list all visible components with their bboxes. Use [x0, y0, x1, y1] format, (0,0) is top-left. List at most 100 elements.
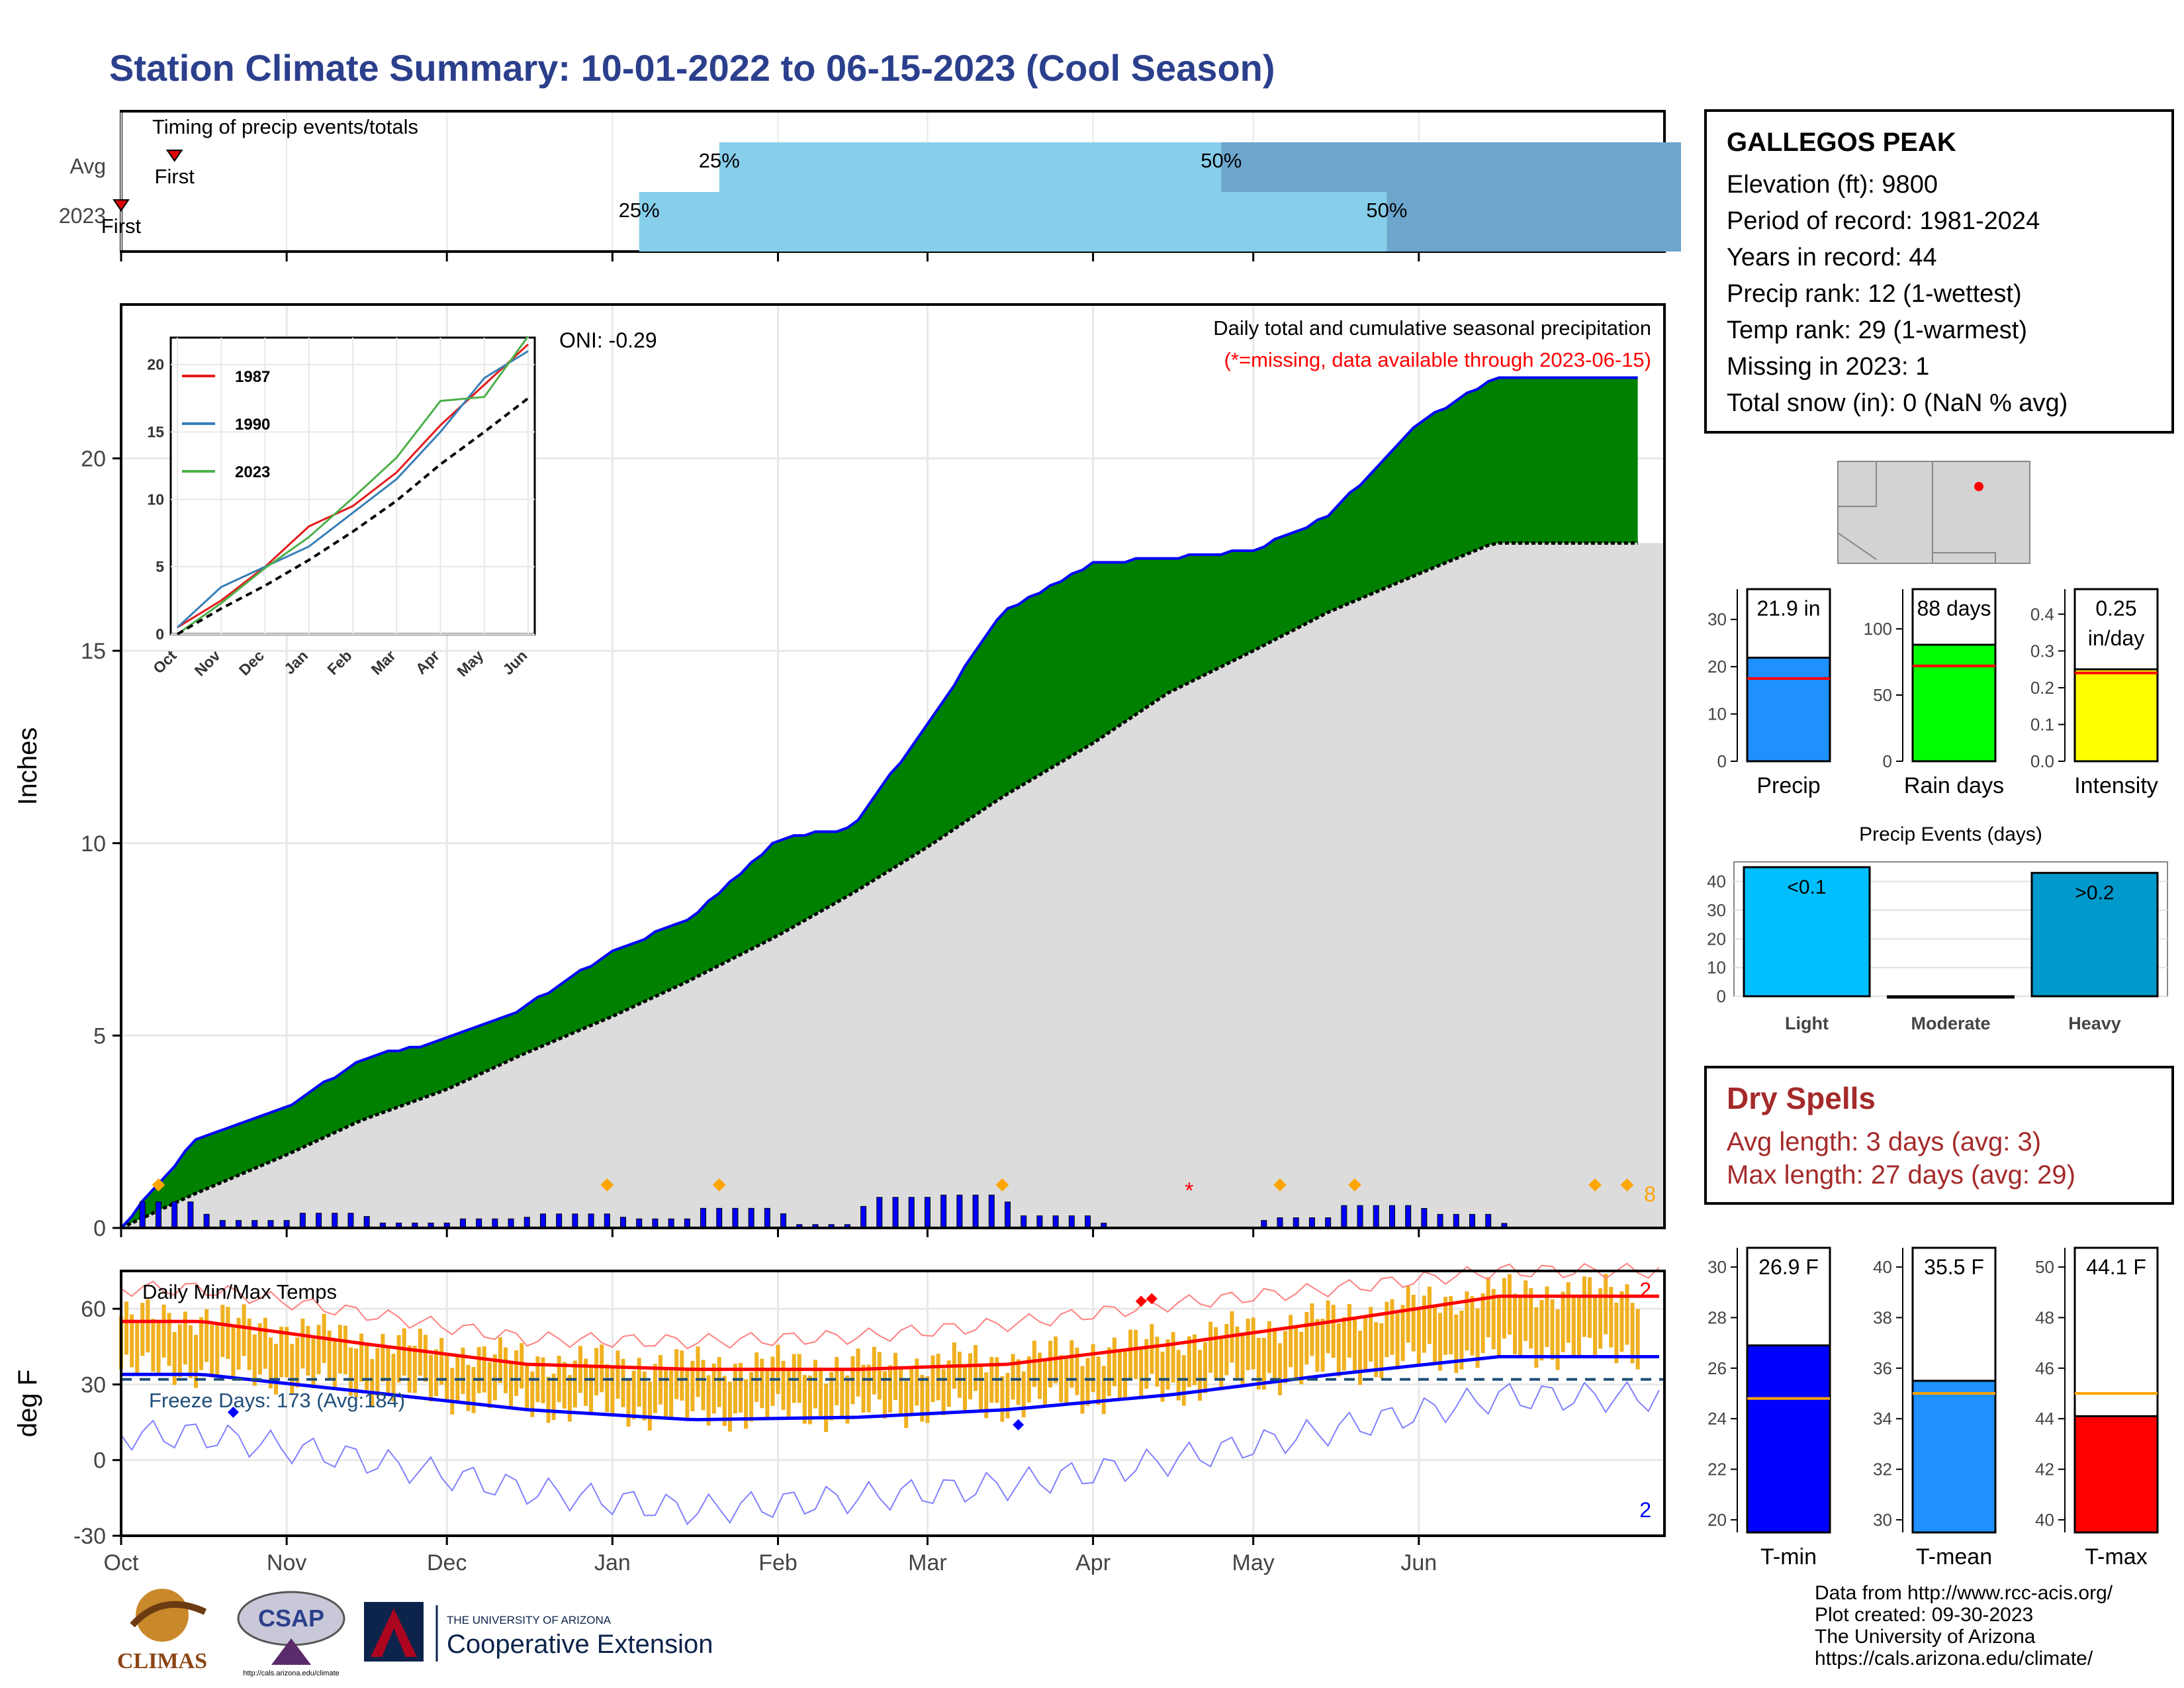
timing-title: Timing of precip events/totals — [152, 115, 418, 138]
daily-temp-bar — [199, 1317, 203, 1370]
daily-precip-bar — [1486, 1214, 1491, 1228]
daily-precip-bar — [572, 1214, 578, 1228]
timing-label-q50: 50% — [1366, 199, 1407, 222]
daily-temp-bar — [840, 1368, 844, 1417]
daily-temp-bar — [140, 1303, 144, 1356]
dry-spells-avg: Avg length: 3 days (avg: 3) — [1727, 1125, 2152, 1158]
daily-precip-bar — [925, 1197, 930, 1228]
daily-precip-bar — [1406, 1205, 1411, 1228]
daily-precip-bar — [1309, 1218, 1314, 1228]
small-bar-ytick-label: 50 — [1873, 685, 1892, 705]
small-bar-ytick-label: 34 — [1873, 1409, 1892, 1429]
small-bar-ytick-label: 30 — [1707, 1257, 1727, 1277]
events-bar-label: >0.2 — [2075, 882, 2114, 904]
small-bar-category: T-mean — [1916, 1544, 1992, 1570]
daily-temp-bar — [429, 1354, 433, 1401]
station-location-marker — [1974, 482, 1983, 491]
daily-temp-bar — [1310, 1303, 1314, 1356]
daily-temp-bar — [1363, 1316, 1367, 1370]
small-bar-ytick-label: 0.0 — [2030, 751, 2054, 771]
small-bar-value-label: 21.9 in — [1756, 596, 1820, 620]
daily-precip-bar — [877, 1197, 882, 1228]
daily-temp-bar — [1171, 1332, 1175, 1382]
daily-temp-bar — [1619, 1291, 1623, 1352]
daily-precip-bar — [973, 1195, 978, 1228]
daily-temp-bar — [1561, 1291, 1565, 1352]
daily-temp-bar — [648, 1382, 652, 1430]
daily-temp-bar — [589, 1366, 593, 1413]
daily-temp-bar — [1486, 1278, 1490, 1338]
daily-temp-bar — [979, 1364, 983, 1409]
daily-precip-bar — [637, 1219, 642, 1228]
daily-temp-bar — [477, 1347, 481, 1393]
daily-temp-bar — [220, 1305, 224, 1357]
daily-temp-bar — [1502, 1278, 1506, 1338]
station-info-box: GALLEGOS PEAK Elevation (ft): 9800 Period… — [1704, 109, 2174, 434]
inset-ytick-label: 0 — [156, 626, 164, 643]
dry-spells-box: Dry Spells Avg length: 3 days (avg: 3) M… — [1704, 1066, 2174, 1205]
daily-temp-bar — [397, 1335, 401, 1383]
daily-temp-bar — [343, 1326, 347, 1374]
small-bar-ytick-label: 30 — [1707, 610, 1727, 630]
temp-panel: -3003060deg F Freeze Days: 173 (Avg:184)D… — [0, 1258, 1681, 1582]
station-detail-line: Period of record: 1981-2024 — [1727, 203, 2152, 240]
daily-temp-bar — [856, 1348, 860, 1396]
small-bar-value — [1747, 1345, 1830, 1532]
ua-cooperative-extension-logo: THE UNIVERSITY OF ARIZONA Cooperative Ex… — [361, 1599, 745, 1671]
daily-temp-bar — [279, 1327, 283, 1377]
daily-temp-bar — [813, 1360, 817, 1408]
small-bar-category: T-min — [1760, 1544, 1817, 1570]
daily-temp-bar — [862, 1365, 866, 1413]
month-label: Dec — [427, 1550, 467, 1575]
small-bar-ytick-label: 0.2 — [2030, 678, 2054, 698]
daily-temp-bar — [669, 1370, 673, 1419]
daily-temp-bar — [702, 1360, 705, 1410]
daily-temp-bar — [1353, 1318, 1357, 1372]
daily-temp-bar — [1107, 1348, 1111, 1396]
csap-emblem: CSAP http://cals.arizona.edu/climate — [232, 1585, 351, 1678]
daily-temp-bar — [1005, 1373, 1009, 1419]
month-label: Mar — [908, 1550, 947, 1575]
daily-temp-bar — [359, 1334, 363, 1382]
credit-line: Data from http://www.rcc-acis.org/ — [1815, 1582, 2113, 1604]
csap-url: http://cals.arizona.edu/climate — [243, 1669, 340, 1677]
daily-temp-bar — [1326, 1300, 1330, 1353]
daily-temp-bar — [1294, 1325, 1298, 1378]
small-bar-value-label: in/day — [2088, 626, 2144, 650]
daily-precip-bar — [1293, 1218, 1298, 1228]
timing-label-q50: 50% — [1201, 149, 1242, 172]
dry-spells-max: Max length: 27 days (avg: 29) — [1727, 1158, 2152, 1192]
daily-temp-bar — [615, 1350, 619, 1399]
events-bar-label: <0.1 — [1787, 876, 1826, 898]
daily-precip-bar — [460, 1219, 465, 1228]
daily-precip-bar — [188, 1202, 193, 1228]
daily-temp-bar — [215, 1325, 219, 1377]
timing-bar-q50-q75 — [1387, 192, 1681, 252]
daily-temp-bar — [754, 1352, 758, 1402]
daily-precip-bar — [893, 1197, 898, 1228]
daily-temp-bar — [1428, 1287, 1432, 1344]
dry-spells-title: Dry Spells — [1727, 1080, 2152, 1116]
daily-temp-bar — [1102, 1366, 1106, 1414]
timing-panel: Timing of precip events/totalsAvg25%50%7… — [0, 99, 1681, 311]
daily-precip-bar — [1053, 1216, 1058, 1228]
daily-precip-bar — [764, 1208, 770, 1228]
daily-precip-bar — [1453, 1214, 1459, 1228]
daily-precip-bar — [1437, 1214, 1443, 1228]
daily-temp-bar — [1631, 1303, 1635, 1363]
daily-temp-bar — [1497, 1295, 1501, 1356]
daily-precip-bar — [1005, 1202, 1010, 1228]
precip-events-chart: Precip Events (days)010203040 <0.1Light Mo… — [1684, 818, 2184, 1049]
daily-precip-bar — [1470, 1214, 1475, 1228]
daily-precip-bar — [508, 1219, 514, 1228]
month-label: Apr — [1075, 1550, 1111, 1575]
small-bar-value-label: 88 days — [1917, 596, 1991, 620]
events-category: Moderate — [1911, 1013, 1990, 1033]
daily-temp-bar — [290, 1344, 294, 1394]
small-bar-ytick-label: 26 — [1707, 1358, 1727, 1378]
station-name: GALLEGOS PEAK — [1727, 128, 2152, 158]
small-bar-ytick-label: 42 — [2035, 1460, 2054, 1479]
small-bar-value — [2075, 1416, 2158, 1532]
daily-temp-bar — [300, 1319, 304, 1368]
daily-temp-bar — [1139, 1346, 1143, 1396]
